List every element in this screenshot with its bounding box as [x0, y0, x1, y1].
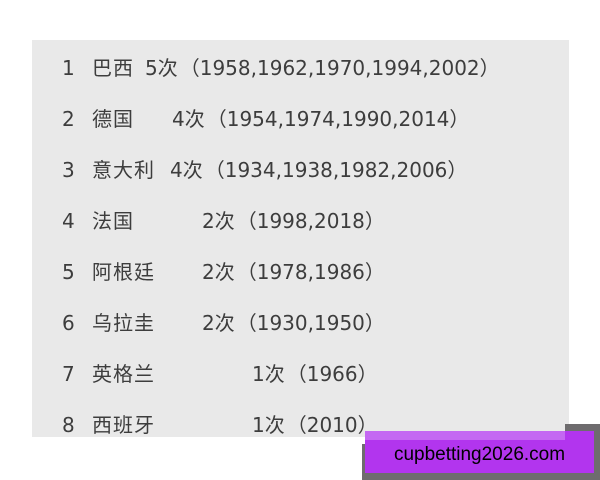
rank: 1 [62, 56, 75, 80]
win-count: 1次 [252, 413, 285, 437]
country-name: 乌拉圭 [92, 311, 155, 335]
table-row: 4 法国 2次 （1998,2018） [32, 196, 569, 247]
table-row: 3 意大利 4次 （1934,1938,1982,2006） [32, 145, 569, 196]
country-name: 西班牙 [92, 413, 155, 437]
win-count: 2次 [202, 209, 235, 233]
country-name: 德国 [92, 107, 134, 131]
years-list: （1966） [286, 362, 378, 386]
win-count: 4次 [172, 107, 205, 131]
table-row: 8 西班牙 1次 （2010） [32, 400, 569, 451]
win-count: 5次 [145, 56, 178, 80]
wins-block: 1次 （1966） [252, 349, 378, 400]
wins-block: 2次 （1978,1986） [202, 247, 385, 298]
table-row: 6 乌拉圭 2次 （1930,1950） [32, 298, 569, 349]
country-name: 巴西 [92, 56, 134, 80]
win-count: 2次 [202, 311, 235, 335]
wins-block: 1次 （2010） [252, 400, 378, 451]
win-count: 1次 [252, 362, 285, 386]
rank: 7 [62, 362, 75, 386]
winners-list: 1 巴西 5次 （1958,1962,1970,1994,2002） 2 德国 4… [32, 43, 569, 451]
years-list: （1930,1950） [236, 311, 385, 335]
wins-block: 4次 （1934,1938,1982,2006） [170, 145, 467, 196]
watermark-highlight-strip [365, 431, 565, 440]
years-list: （1998,2018） [236, 209, 385, 233]
table-row: 2 德国 4次 （1954,1974,1990,2014） [32, 94, 569, 145]
rank: 4 [62, 209, 75, 233]
watermark-banner[interactable]: cupbetting2026.com [365, 431, 594, 473]
rank: 6 [62, 311, 75, 335]
country-name: 阿根廷 [92, 260, 155, 284]
wins-block: 2次 （1930,1950） [202, 298, 385, 349]
win-count: 2次 [202, 260, 235, 284]
wins-block: 4次 （1954,1974,1990,2014） [172, 94, 469, 145]
years-list: （2010） [286, 413, 378, 437]
wins-block: 2次 （1998,2018） [202, 196, 385, 247]
rank: 3 [62, 158, 75, 182]
win-count: 4次 [170, 158, 203, 182]
country-name: 意大利 [92, 158, 155, 182]
years-list: （1958,1962,1970,1994,2002） [179, 56, 500, 80]
table-row: 1 巴西 5次 （1958,1962,1970,1994,2002） [32, 43, 569, 94]
years-list: （1954,1974,1990,2014） [206, 107, 470, 131]
table-row: 5 阿根廷 2次 （1978,1986） [32, 247, 569, 298]
table-row: 7 英格兰 1次 （1966） [32, 349, 569, 400]
rank: 8 [62, 413, 75, 437]
rank: 2 [62, 107, 75, 131]
years-list: （1978,1986） [236, 260, 385, 284]
years-list: （1934,1938,1982,2006） [204, 158, 468, 182]
winners-list-panel: 1 巴西 5次 （1958,1962,1970,1994,2002） 2 德国 4… [32, 40, 569, 437]
country-name: 法国 [92, 209, 134, 233]
country-name: 英格兰 [92, 362, 155, 386]
watermark-url: cupbetting2026.com [393, 444, 566, 465]
rank: 5 [62, 260, 75, 284]
wins-block: 5次 （1958,1962,1970,1994,2002） [145, 43, 500, 94]
